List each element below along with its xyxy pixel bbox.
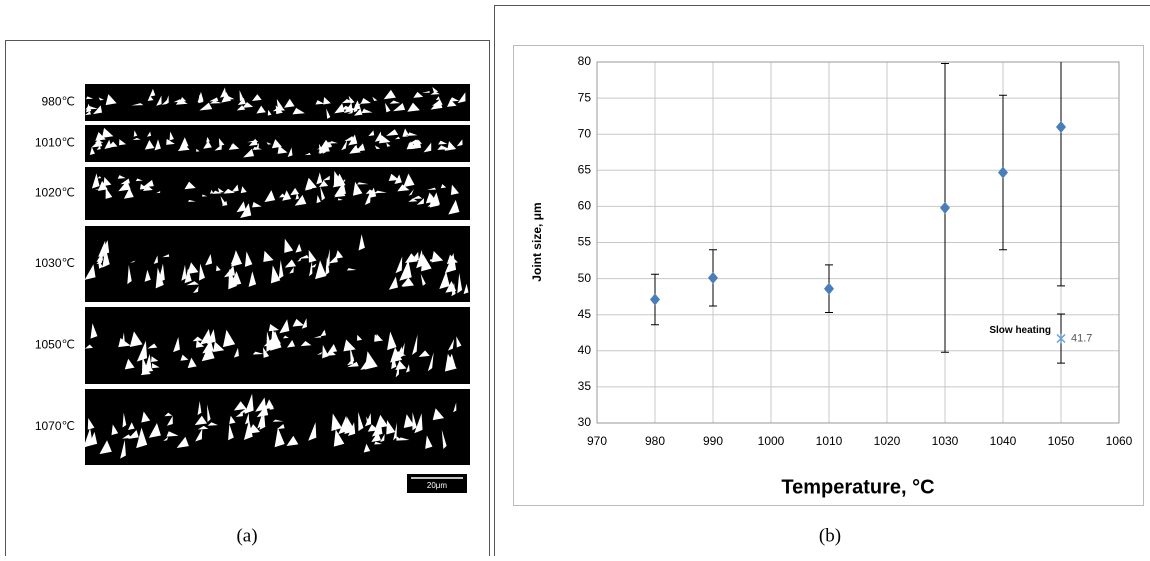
x-tick-label: 1050 [1048,434,1075,448]
x-tick-label: 990 [703,434,723,448]
series-label: Slow heating [989,325,1051,336]
x-tick-label: 980 [645,434,665,448]
temperature-label: 980℃ [42,95,76,109]
y-tick-label: 50 [578,271,592,285]
y-tick-label: 75 [578,90,592,104]
y-tick-label: 60 [578,199,592,213]
y-tick-label: 65 [578,162,592,176]
x-tick-label: 1010 [816,434,843,448]
y-tick-label: 80 [578,54,592,68]
x-tick-label: 1060 [1106,434,1133,448]
x-axis-label: Temperature, °C [781,476,934,498]
temperature-label: 1020℃ [35,186,75,200]
temperature-label: 1010℃ [35,136,75,150]
x-tick-label: 1000 [758,434,785,448]
y-tick-label: 35 [578,379,592,393]
temperature-label: 1050℃ [35,338,75,352]
y-tick-label: 70 [578,126,592,140]
temperature-label: 1070℃ [35,419,75,433]
caption: (b) [819,525,841,546]
y-tick-label: 40 [578,343,592,357]
micrographs [83,84,470,465]
y-tick-label: 30 [578,415,592,429]
scale-bar-label: 20μm [427,481,448,490]
temperature-label: 1030℃ [35,256,75,270]
x-tick-label: 1030 [932,434,959,448]
micrograph [85,167,470,220]
x-tick-label: 1020 [874,434,901,448]
micrograph [85,226,470,302]
y-tick-label: 55 [578,235,592,249]
x-tick-label: 970 [587,434,607,448]
y-tick-label: 45 [578,307,592,321]
micrograph [85,389,470,465]
x-tick-label: 1040 [990,434,1017,448]
y-axis-label: Joint size, μm [530,202,544,281]
data-label: 41.7 [1071,332,1092,344]
caption: (a) [236,525,257,546]
